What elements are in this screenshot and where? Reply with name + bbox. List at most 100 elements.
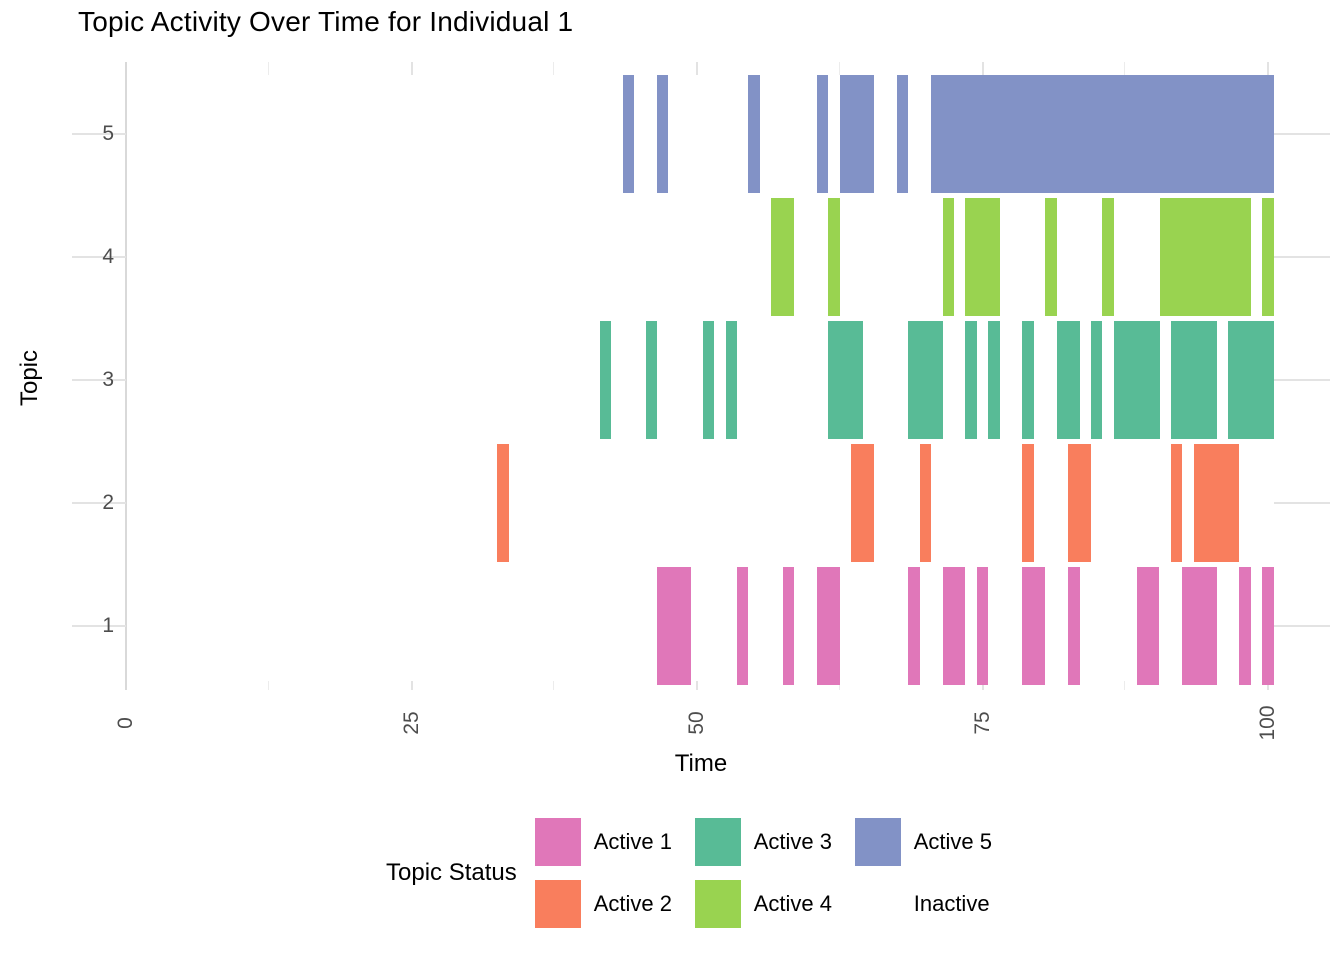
activity-bar-topic2 (1068, 444, 1091, 562)
legend-entry-active-3: Active 3 (694, 818, 837, 866)
gridline-y-1-left (72, 625, 126, 627)
gridline-x-25-bottom (410, 681, 413, 690)
activity-bar-topic5 (931, 75, 1274, 193)
legend-entries: Active 1 Active 2 Active 3 Active 4 Active 5… (534, 818, 997, 928)
activity-bar-topic4 (828, 198, 840, 316)
activity-bar-topic1 (816, 567, 840, 685)
activity-bar-topic1 (1068, 567, 1080, 685)
activity-bar-topic1 (736, 567, 749, 685)
gridline-x-50-bottom (696, 681, 698, 690)
activity-bar-topic2 (1022, 444, 1034, 562)
legend-entry-label: Active 1 (593, 829, 672, 854)
gridline-y-1-right (1274, 625, 1330, 627)
activity-bar-topic2 (1170, 444, 1183, 562)
activity-bar-topic3 (1228, 321, 1274, 439)
chart-title: Topic Activity Over Time for Individual … (78, 6, 574, 37)
gridline-x-87.5-top (1124, 62, 1126, 75)
activity-bar-topic3 (1090, 321, 1103, 439)
legend-swatch-2-icon (534, 880, 581, 928)
activity-bar-topic5 (896, 75, 909, 193)
gridline-x-100-top (1267, 62, 1269, 75)
gridline-x-62.5-bottom (838, 681, 840, 690)
legend-entry-active-1: Active 1 (534, 818, 677, 866)
legend-swatch-5-icon (854, 818, 901, 866)
activity-bar-topic2 (919, 444, 932, 562)
activity-bar-topic5 (748, 75, 760, 193)
activity-bar-topic5 (839, 75, 874, 193)
legend-entry-active-2: Active 2 (534, 880, 677, 928)
gridline-x-12.5-bottom (267, 681, 269, 690)
y-tick-label-5: 5 (102, 122, 114, 145)
x-tick-label-50: 50 (685, 711, 708, 735)
gridline-y-5-right (1274, 133, 1330, 135)
legend-entry-label: Active 4 (753, 891, 832, 916)
activity-bar-topic4 (965, 198, 1000, 316)
activity-bar-topic2 (497, 444, 509, 562)
activity-bar-topic2 (851, 444, 874, 562)
gridline-y-5-left (72, 133, 126, 135)
x-axis-title: Time (674, 750, 728, 777)
activity-bar-topic4 (1045, 198, 1057, 316)
gridline-x-50-top (696, 62, 698, 75)
gridline-x-37.5-bottom (553, 681, 555, 690)
activity-bar-topic5 (657, 75, 669, 193)
x-tick-label-75: 75 (970, 711, 994, 735)
activity-bar-topic5 (816, 75, 829, 193)
activity-bar-topic3 (599, 321, 612, 439)
gridline-y-3-right (1274, 379, 1330, 381)
activity-bar-topic3 (828, 321, 863, 439)
activity-bar-topic4 (942, 198, 954, 316)
legend-swatch-3-icon (694, 818, 741, 866)
activity-bar-topic4 (1102, 198, 1114, 316)
activity-bar-topic3 (645, 321, 658, 439)
activity-bar-topic1 (976, 567, 989, 685)
gridline-y-2-left (72, 502, 126, 504)
legend-entry-label: Active 3 (753, 829, 832, 854)
gridline-x-87.5-bottom (1124, 681, 1126, 690)
legend: Topic Status Active 1 Active 2 Active 3 Act… (386, 818, 997, 928)
y-tick-label-4: 4 (102, 245, 114, 268)
activity-bar-topic3 (1056, 321, 1080, 439)
x-tick-label-0: 0 (114, 717, 137, 729)
activity-bar-topic3 (988, 321, 1000, 439)
activity-bar-topic3 (908, 321, 943, 439)
gridline-x-62.5-top (838, 62, 840, 75)
activity-bar-topic4 (771, 198, 795, 316)
activity-bar-topic5 (622, 75, 635, 193)
legend-title: Topic Status (386, 859, 517, 886)
gridline-x-100-bottom (1267, 681, 1269, 690)
legend-entry-active-5: Active 5 (854, 818, 997, 866)
activity-bar-topic4 (1262, 198, 1274, 316)
activity-bar-topic1 (1022, 567, 1046, 685)
legend-entry-label: Active 2 (593, 891, 672, 916)
gridline-y-3-left (72, 379, 126, 381)
x-tick-label-25: 25 (399, 711, 423, 735)
activity-bar-topic1 (942, 567, 966, 685)
gridline-x-25-top (410, 62, 413, 75)
y-tick-label-1: 1 (102, 614, 114, 637)
x-tick-label-100: 100 (1256, 705, 1279, 741)
activity-bar-topic3 (965, 321, 977, 439)
gridline-x-75-top (981, 62, 984, 75)
y-axis-title: Topic (16, 349, 43, 407)
legend-swatch-1-icon (534, 818, 581, 866)
activity-bar-topic1 (1136, 567, 1160, 685)
activity-bar-topic1 (782, 567, 795, 685)
gridline-y-2-right (1274, 502, 1330, 504)
gridline-x-0 (125, 62, 127, 690)
gridline-x-12.5-top (267, 62, 269, 75)
plot-panel (72, 62, 1330, 690)
gridline-x-75-bottom (981, 681, 984, 690)
activity-bar-topic2 (1193, 444, 1240, 562)
legend-entry-inactive: Inactive (854, 880, 997, 928)
legend-entry-active-4: Active 4 (694, 880, 837, 928)
y-tick-label-2: 2 (102, 491, 114, 514)
gridline-y-4-right (1274, 256, 1330, 258)
activity-bar-topic3 (1022, 321, 1034, 439)
activity-bar-topic3 (702, 321, 715, 439)
gridline-x-37.5-top (553, 62, 555, 75)
activity-bar-topic1 (1182, 567, 1217, 685)
legend-entry-label: Inactive (913, 891, 990, 916)
gridline-y-4-left (72, 256, 126, 258)
